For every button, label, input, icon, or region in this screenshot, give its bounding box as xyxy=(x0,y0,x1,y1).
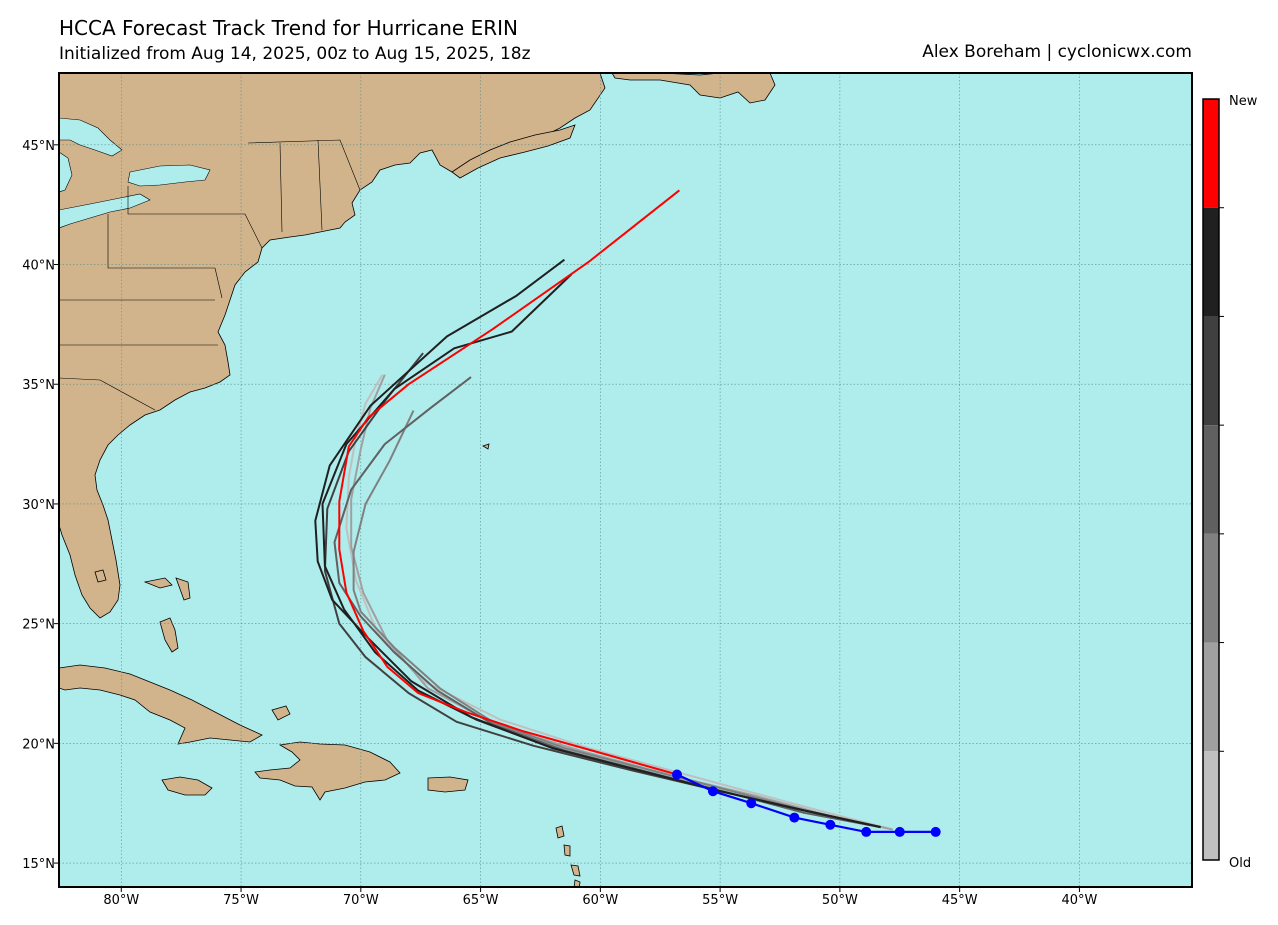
y-tick-label: 45°N xyxy=(22,139,55,154)
colorbar: New Old xyxy=(1202,94,1258,871)
observed-track-line xyxy=(676,773,936,834)
colorbar-segment xyxy=(1203,316,1219,426)
state-borders xyxy=(59,139,361,411)
bahamas-islands xyxy=(94,569,291,721)
colorbar-old-label: Old xyxy=(1229,856,1251,871)
x-tick-label: 65°W xyxy=(463,893,499,908)
y-tick-label: 30°N xyxy=(22,498,55,513)
observed-position-point xyxy=(930,826,941,837)
map-frame xyxy=(58,72,1193,888)
y-axis-ticks: 15°N 20°N 25°N 30°N 35°N 40°N 45°N xyxy=(22,139,59,872)
y-tick-label: 20°N xyxy=(22,737,55,752)
x-tick-label: 75°W xyxy=(223,893,259,908)
forecast-track-line-2 xyxy=(352,410,881,829)
observed-track xyxy=(672,769,941,837)
observed-position-point xyxy=(825,819,836,830)
nova-scotia-land xyxy=(451,124,576,179)
forecast-track-line-7 xyxy=(338,189,681,776)
chart-title: HCCA Forecast Track Trend for Hurricane … xyxy=(59,16,518,40)
observed-position-point xyxy=(789,812,800,823)
credit-text: Alex Boreham | cyclonicwx.com xyxy=(922,42,1192,62)
puerto-rico-land xyxy=(427,776,469,793)
x-tick-label: 40°W xyxy=(1061,893,1097,908)
observed-position-point xyxy=(861,826,872,837)
x-tick-label: 70°W xyxy=(343,893,379,908)
x-tick-label: 50°W xyxy=(822,893,858,908)
colorbar-frame xyxy=(1202,98,1220,861)
jamaica-land xyxy=(161,776,213,796)
x-tick-label: 80°W xyxy=(103,893,139,908)
forecast-track-line-6 xyxy=(314,258,881,829)
colorbar-segment xyxy=(1203,642,1219,752)
observed-position-point xyxy=(672,769,682,780)
colorbar-segment xyxy=(1203,207,1219,317)
colorbar-segment xyxy=(1203,425,1219,534)
land-masses xyxy=(59,73,776,887)
x-tick-label: 55°W xyxy=(702,893,738,908)
x-axis-ticks: 80°W 75°W 70°W 65°W 60°W 55°W 50°W 45°W 40°W xyxy=(103,887,1098,908)
x-tick-label: 60°W xyxy=(582,893,618,908)
observed-position-point xyxy=(707,786,718,797)
y-tick-label: 25°N xyxy=(22,618,55,633)
lesser-antilles-islands xyxy=(482,443,581,887)
observed-position-point xyxy=(894,826,905,837)
colorbar-segment xyxy=(1203,99,1219,208)
colorbar-segment xyxy=(1203,533,1219,643)
y-tick-label: 35°N xyxy=(22,378,55,393)
colorbar-new-label: New xyxy=(1229,94,1258,109)
observed-position-point xyxy=(746,798,757,809)
y-tick-label: 40°N xyxy=(22,259,55,274)
x-tick-label: 45°W xyxy=(942,893,978,908)
map-gridlines xyxy=(59,73,1192,887)
colorbar-segment xyxy=(1203,751,1219,860)
hispaniola-land xyxy=(254,741,401,801)
chart-subtitle: Initialized from Aug 14, 2025, 00z to Au… xyxy=(59,44,531,64)
cuba-land xyxy=(59,664,263,745)
y-tick-label: 15°N xyxy=(22,857,55,872)
great-lakes xyxy=(59,117,211,229)
